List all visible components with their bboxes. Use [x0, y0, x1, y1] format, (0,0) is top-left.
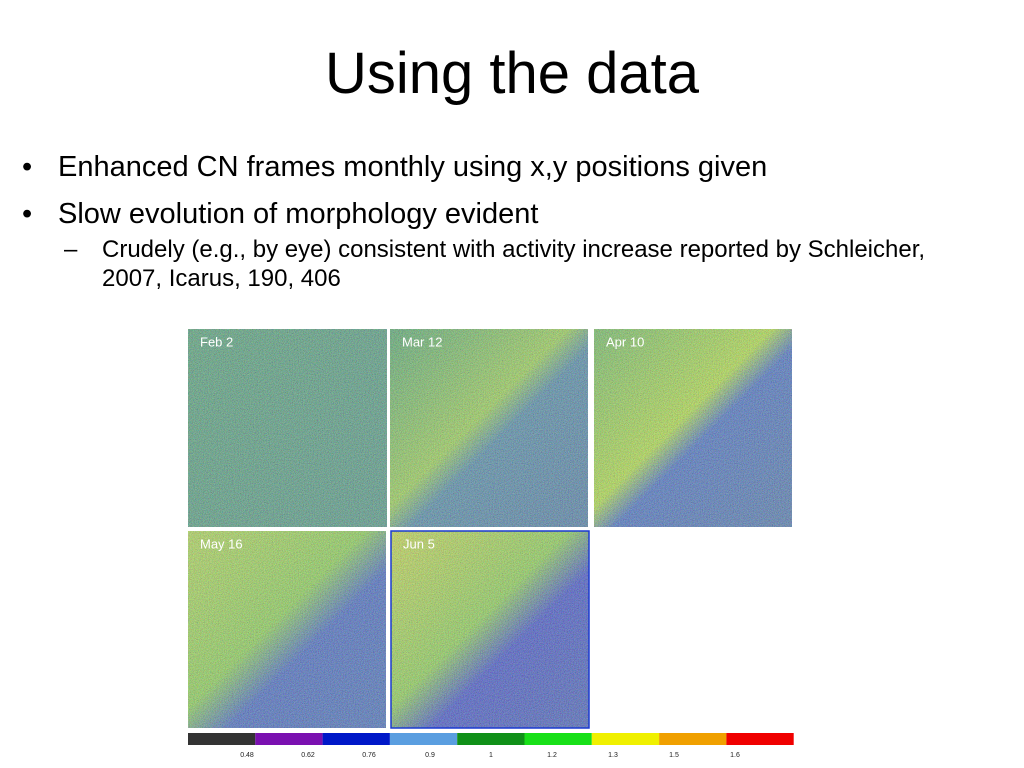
- colorbar-segment: [591, 733, 660, 745]
- colorbar-segment: [524, 733, 592, 745]
- panel-label: Feb 2: [200, 334, 233, 349]
- panel-label: Mar 12: [402, 334, 442, 349]
- colorbar-label: 0.48: [240, 752, 254, 759]
- slide-title: Using the data: [324, 41, 700, 106]
- sub-bullet-list: Crudely (e.g., by eye) consistent with a…: [58, 235, 1012, 293]
- panel-label: Apr 10: [606, 334, 644, 349]
- panel-highlight: [390, 530, 590, 729]
- colorbar-segment: [322, 733, 390, 745]
- colorbar-segment: [659, 733, 727, 745]
- sub-bullet: Crudely (e.g., by eye) consistent with a…: [58, 235, 962, 293]
- panel-label: May 16: [200, 536, 243, 551]
- bullet-text: Slow evolution of morphology evident: [58, 198, 539, 230]
- colorbar-label: 0.76: [362, 752, 376, 759]
- colorbar-label: 1.6: [730, 752, 740, 759]
- panel-label: Jun 5: [403, 536, 435, 551]
- colorbar-segment: [726, 733, 794, 745]
- colorbar-label: 1.5: [669, 752, 679, 759]
- panel-noise: [594, 329, 792, 527]
- panel-noise: [188, 329, 387, 527]
- colorbar-segment: [457, 733, 525, 745]
- colorbar-label: 1.3: [608, 752, 618, 759]
- bullet: Enhanced CN frames monthly using x,y pos…: [22, 150, 1012, 184]
- colorbar-label: 0.9: [425, 752, 435, 759]
- colorbar-segment: [389, 733, 458, 745]
- panel-noise: [390, 329, 588, 527]
- panel-noise: [391, 531, 589, 728]
- colorbar-label: 1.2: [547, 752, 557, 759]
- figure: Feb 2 Mar 12 Apr 10 May 16 Jun 5 0.48 0.62 0.7…: [187, 327, 794, 768]
- colorbar-label: 1: [489, 752, 493, 759]
- bullet-list: Enhanced CN frames monthly using x,y pos…: [22, 150, 1012, 306]
- bullet-text: Enhanced CN frames monthly using x,y pos…: [58, 151, 768, 183]
- colorbar-segment: [255, 733, 323, 745]
- bullet: Slow evolution of morphology evident Cru…: [22, 197, 1012, 293]
- panel-noise: [188, 531, 386, 728]
- colorbar-label: 0.62: [301, 752, 315, 759]
- colorbar-segment: [188, 733, 256, 745]
